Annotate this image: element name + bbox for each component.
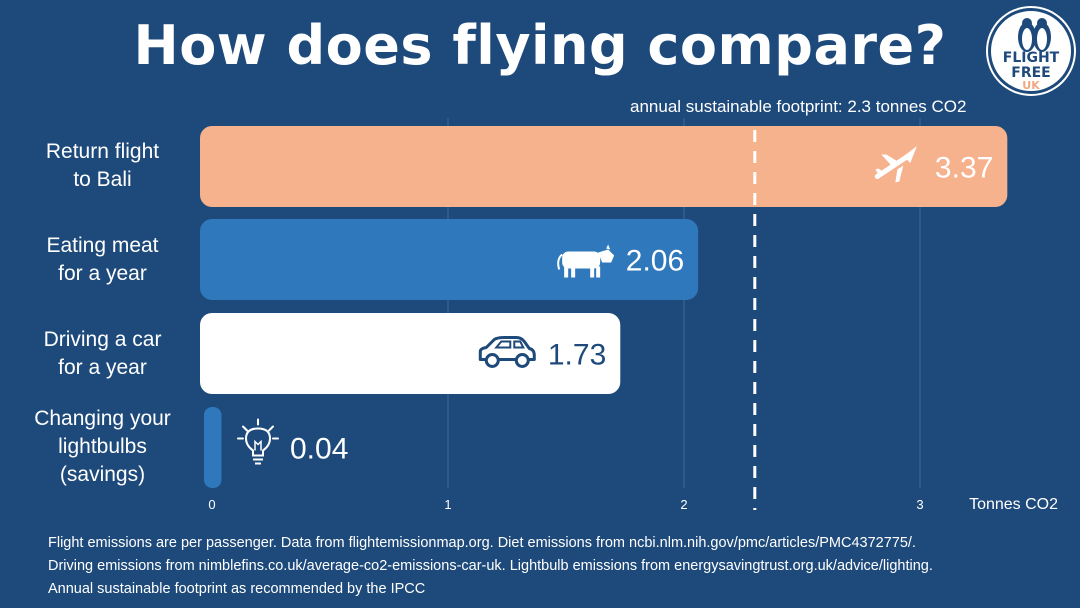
bar <box>200 219 699 300</box>
cow-tail <box>557 253 563 270</box>
data-label: 2.06 <box>626 245 684 278</box>
category-label: Return flight to Bali <box>45 140 160 191</box>
penguins-icon <box>1018 18 1051 52</box>
cow-leg <box>571 266 576 278</box>
x-tick-label: 0 <box>208 497 215 512</box>
chart-title: How does flying compare? <box>133 14 947 77</box>
category-label: Driving a car for a year <box>43 328 162 379</box>
footprint-note: annual sustainable footprint: 2.3 tonnes… <box>630 97 967 116</box>
logo-line-2: FREE <box>1011 65 1051 81</box>
source-line: Annual sustainable footprint as recommen… <box>48 581 426 597</box>
source-line: Driving emissions from nimblefins.co.uk/… <box>48 558 933 574</box>
cow-icon <box>557 244 615 278</box>
data-label: 3.37 <box>935 152 993 185</box>
bar <box>204 407 222 488</box>
category-label: Eating meat for a year <box>46 234 159 285</box>
flight-free-uk-logo: FLIGHT FREE UK <box>988 8 1074 94</box>
car-window <box>494 340 525 349</box>
cow-leg <box>590 266 595 278</box>
airplane-wing <box>895 165 904 183</box>
category-label: Changing your lightbulbs (savings) <box>34 407 171 486</box>
car-icon <box>478 336 536 368</box>
data-label: 0.04 <box>290 433 348 466</box>
x-tick-label: 1 <box>444 497 451 512</box>
bar <box>200 126 1008 207</box>
x-tick-label: 3 <box>916 497 923 512</box>
cow-head <box>598 249 615 263</box>
cow-leg <box>596 266 601 278</box>
source-line: Flight emissions are per passenger. Data… <box>48 535 916 551</box>
cow-horn <box>606 244 611 250</box>
bulb-ray <box>242 425 248 432</box>
bulb-ray <box>268 425 274 432</box>
airplane-tail <box>875 168 885 176</box>
data-label: 1.73 <box>548 339 606 372</box>
car-wheel <box>484 353 500 368</box>
x-axis-label: Tonnes CO2 <box>969 496 1058 513</box>
airplane-icon <box>874 146 917 183</box>
lightbulb-icon <box>237 418 279 465</box>
airplane-wing <box>881 154 900 166</box>
bulb-filament <box>254 439 262 451</box>
source-notes: Flight emissions are per passenger. Data… <box>48 532 933 601</box>
logo-line-1: FLIGHT <box>1002 50 1060 66</box>
car-body <box>478 336 536 361</box>
cow-body <box>562 251 601 269</box>
bar-chart: 0 1 2 3 Tonnes CO2 3.37 2.06 1.73 0.04 <box>200 118 1058 513</box>
bar <box>200 313 621 394</box>
x-tick-label: 2 <box>680 497 687 512</box>
bulb-glass <box>244 427 272 457</box>
logo-line-3: UK <box>1022 79 1040 92</box>
cow-leg <box>564 266 569 278</box>
car-wheel <box>514 353 530 368</box>
